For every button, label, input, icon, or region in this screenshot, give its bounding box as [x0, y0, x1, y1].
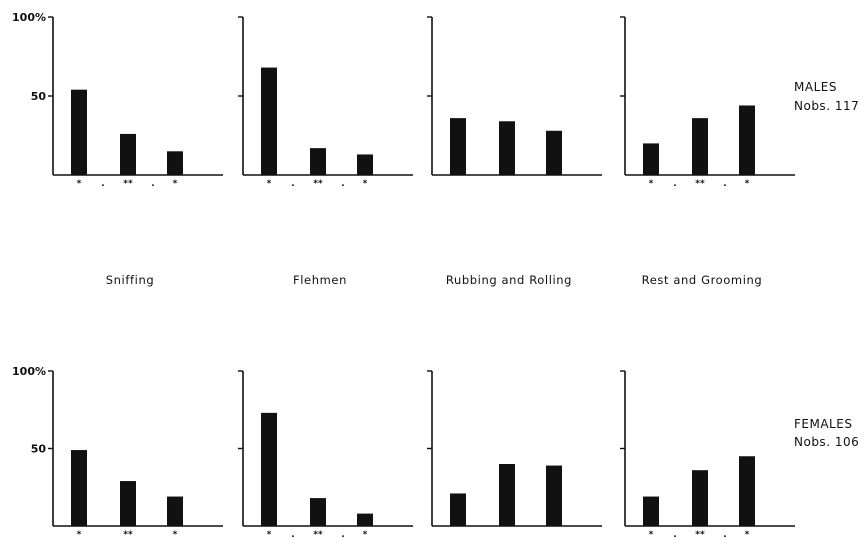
- bar: [167, 496, 183, 526]
- significance-mark: .: [151, 179, 154, 189]
- significance-mark: **: [123, 530, 133, 538]
- bar: [310, 498, 326, 526]
- significance-mark: *: [77, 530, 82, 538]
- females-title: FEMALES: [794, 417, 852, 431]
- significance-mark: *: [267, 179, 272, 189]
- bar: [261, 67, 277, 175]
- males-nobs: Nobs. 117: [794, 99, 859, 113]
- panel-males-sniffing: 100% 50 *. **. * Sniffing: [12, 11, 223, 287]
- significance-mark: *: [267, 530, 272, 538]
- bar: [357, 513, 373, 526]
- y-tick-label: 50: [31, 443, 47, 456]
- significance-mark: .: [341, 530, 344, 538]
- significance-mark: *: [649, 530, 654, 538]
- bar: [692, 470, 708, 526]
- significance-mark: .: [723, 530, 726, 538]
- panel-title: Sniffing: [106, 273, 154, 287]
- chart-panels: 100%50*. **. *Sniffing*. **. *Flehmen Rubbing…: [12, 11, 795, 538]
- bar: [643, 143, 659, 175]
- bar: [450, 118, 466, 175]
- bar: [71, 450, 87, 526]
- significance-mark: *: [649, 179, 654, 189]
- significance-mark: *: [745, 530, 750, 538]
- panel-title: Flehmen: [293, 273, 347, 287]
- significance-mark: *: [363, 179, 368, 189]
- bar: [692, 118, 708, 175]
- bar: [120, 133, 136, 175]
- significance-mark: .: [673, 179, 676, 189]
- bar: [450, 493, 466, 526]
- significance-mark: **: [695, 530, 705, 538]
- bar: [739, 105, 755, 175]
- bar: [643, 496, 659, 526]
- significance-mark: .: [291, 179, 294, 189]
- bar: [499, 464, 515, 526]
- bar: [71, 89, 87, 175]
- significance-mark: *: [173, 179, 178, 189]
- panel-females-flehmen: *. **. *: [238, 370, 413, 538]
- significance-mark: **: [313, 530, 323, 538]
- males-title: MALES: [794, 80, 837, 94]
- panel-females-rubbing-rolling: [427, 370, 602, 527]
- females-group-label: FEMALES Nobs. 106: [794, 417, 859, 449]
- significance-mark: .: [673, 530, 676, 538]
- panel-males-flehmen: *. **. * Flehmen: [238, 16, 413, 287]
- significance-mark: **: [123, 179, 133, 189]
- bar: [120, 481, 136, 526]
- panel-females-sniffing: 100%50* ** *: [12, 365, 223, 538]
- bar: [739, 456, 755, 526]
- bar: [167, 151, 183, 175]
- panel-females-rest-grooming: *. **. *: [620, 370, 795, 538]
- significance-mark: *: [745, 179, 750, 189]
- significance-mark: .: [291, 530, 294, 538]
- panel-males-rubbing-rolling: Rubbing and Rolling: [427, 16, 602, 287]
- females-nobs: Nobs. 106: [794, 435, 859, 449]
- y-tick-label: 100%: [12, 365, 46, 378]
- significance-mark: *: [77, 179, 82, 189]
- bar: [310, 148, 326, 175]
- significance-mark: *: [363, 530, 368, 538]
- panel-title: Rubbing and Rolling: [446, 273, 572, 287]
- significance-mark: **: [695, 179, 705, 189]
- significance-mark: .: [101, 179, 104, 189]
- bar: [546, 465, 562, 526]
- significance-mark: .: [723, 179, 726, 189]
- panel-title: Rest and Grooming: [642, 273, 763, 287]
- significance-mark: **: [313, 179, 323, 189]
- y-tick-label: 50: [31, 90, 47, 103]
- significance-mark: .: [341, 179, 344, 189]
- y-tick-label: 100%: [12, 11, 46, 24]
- bar: [499, 121, 515, 175]
- bar: [357, 154, 373, 175]
- panel-males-rest-grooming: *. **. * Rest and Grooming: [620, 16, 795, 287]
- bar: [261, 412, 277, 526]
- bar: [546, 130, 562, 175]
- significance-mark: *: [173, 530, 178, 538]
- males-group-label: MALES Nobs. 117: [794, 80, 859, 113]
